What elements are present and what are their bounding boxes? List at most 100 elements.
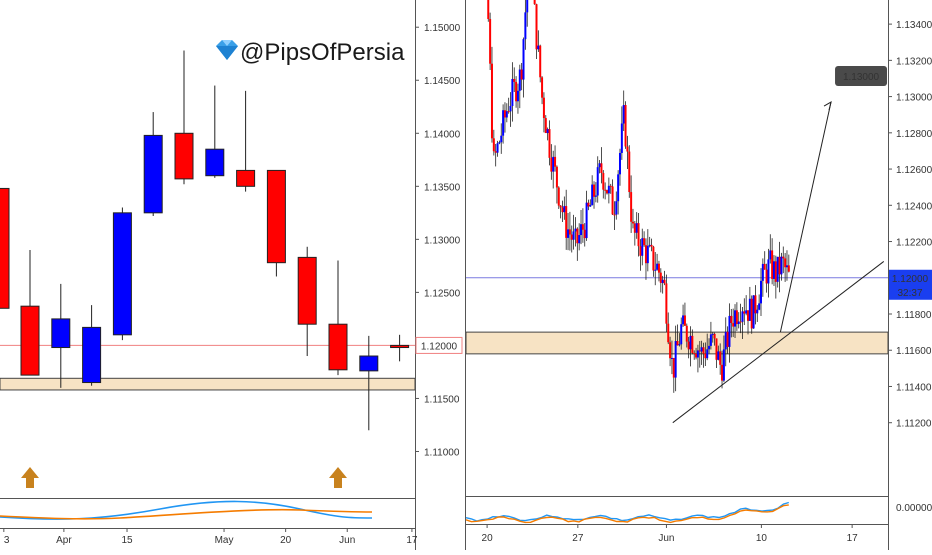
right-candle[interactable] [717, 345, 720, 361]
right-candle[interactable] [721, 350, 724, 389]
right-candle[interactable] [554, 145, 557, 172]
right-candle[interactable] [693, 350, 696, 360]
right-candle[interactable] [578, 223, 581, 251]
right-candle[interactable] [685, 323, 688, 348]
target-price-label[interactable]: 1.13000 [835, 66, 888, 87]
right-candle[interactable] [542, 92, 545, 133]
right-candle[interactable] [633, 221, 636, 246]
right-candle[interactable] [771, 238, 774, 285]
right-candle[interactable] [606, 189, 609, 195]
right-candle[interactable] [743, 298, 746, 326]
right-candle[interactable] [674, 325, 677, 392]
right-candle[interactable] [680, 317, 683, 350]
right-candle[interactable] [778, 241, 781, 293]
right-candle[interactable] [561, 200, 564, 222]
right-candle[interactable] [641, 228, 644, 266]
right-candle[interactable] [503, 102, 506, 133]
right-candle[interactable] [550, 144, 553, 180]
left-candles-layer[interactable] [0, 50, 410, 431]
right-candle[interactable] [652, 245, 655, 277]
right-drawings-layer[interactable]: 1.13000 [672, 66, 888, 424]
right-candle[interactable] [631, 208, 634, 229]
right-candle[interactable] [656, 253, 659, 271]
right-candle[interactable] [730, 308, 733, 338]
left-candle-lead[interactable] [0, 187, 10, 309]
right-candle[interactable] [570, 225, 573, 253]
right-candle[interactable] [709, 321, 712, 350]
right-candle[interactable] [732, 308, 735, 337]
right-candle[interactable] [581, 208, 584, 243]
right-candle[interactable] [628, 145, 631, 198]
right-candle[interactable] [609, 183, 612, 194]
right-candle[interactable] [635, 212, 638, 239]
right-candle[interactable] [494, 143, 497, 167]
rising-trendline[interactable] [672, 261, 885, 424]
right-candle[interactable] [615, 191, 618, 220]
left-candle[interactable] [82, 305, 102, 386]
right-candle[interactable] [489, 12, 492, 71]
right-candle[interactable] [522, 37, 525, 98]
right-candle[interactable] [772, 255, 775, 286]
right-candle[interactable] [492, 129, 495, 156]
right-candle[interactable] [559, 205, 562, 219]
right-candle[interactable] [544, 115, 547, 134]
right-candle[interactable] [748, 286, 751, 321]
right-candle[interactable] [513, 67, 516, 92]
right-candle[interactable] [604, 182, 607, 200]
right-candle[interactable] [700, 340, 703, 365]
left-candle[interactable] [297, 246, 317, 357]
right-candle[interactable] [516, 83, 519, 114]
right-candle[interactable] [593, 181, 596, 209]
right-candle[interactable] [780, 252, 783, 281]
right-candle[interactable] [763, 251, 766, 270]
right-candle[interactable] [661, 275, 664, 294]
right-candle[interactable] [524, 0, 527, 50]
right-candle[interactable] [541, 76, 544, 105]
right-candle[interactable] [708, 338, 711, 354]
right-candle[interactable] [785, 250, 788, 281]
right-candle[interactable] [500, 123, 503, 154]
right-candle[interactable] [741, 307, 744, 340]
right-candle[interactable] [774, 255, 777, 299]
right-candle[interactable] [526, 0, 529, 27]
right-candle[interactable] [711, 331, 714, 343]
right-candle[interactable] [507, 97, 510, 114]
right-candle[interactable] [637, 213, 640, 257]
right-candle[interactable] [728, 303, 731, 363]
left-candle[interactable] [20, 249, 40, 376]
right-candle[interactable] [747, 310, 750, 335]
right-candle[interactable] [548, 120, 551, 166]
right-candle[interactable] [505, 103, 508, 123]
right-candle[interactable] [496, 140, 499, 157]
right-candle[interactable] [759, 268, 762, 316]
right-candle[interactable] [594, 182, 597, 203]
right-candle[interactable] [574, 217, 577, 247]
right-candle[interactable] [552, 150, 555, 189]
right-candles-layer[interactable] [465, 0, 790, 393]
right-candle[interactable] [618, 148, 621, 186]
right-candle[interactable] [687, 336, 690, 359]
right-candle[interactable] [630, 175, 633, 233]
right-candle[interactable] [487, 0, 490, 22]
right-candle[interactable] [754, 285, 757, 325]
right-candle[interactable] [607, 177, 610, 204]
right-candle[interactable] [648, 236, 651, 248]
left-candle[interactable] [359, 335, 379, 431]
right-candle[interactable] [535, 3, 538, 60]
right-candle[interactable] [715, 338, 718, 368]
right-candle[interactable] [702, 342, 705, 368]
left-candle[interactable] [112, 207, 132, 341]
right-candle[interactable] [598, 160, 601, 174]
right-candle[interactable] [782, 246, 785, 274]
right-candle[interactable] [750, 295, 753, 334]
right-candle[interactable] [767, 248, 770, 298]
right-candle[interactable] [620, 106, 623, 160]
right-candle[interactable] [756, 305, 759, 322]
right-candle[interactable] [682, 304, 685, 327]
right-candle[interactable] [724, 317, 727, 367]
right-candle[interactable] [622, 90, 625, 131]
right-candle[interactable] [626, 135, 629, 170]
right-price-axis[interactable]: 1.13400 1.13200 1.13000 1.12800 1.12600 1.124… [888, 20, 932, 514]
right-candle[interactable] [509, 92, 512, 127]
right-candle[interactable] [520, 63, 523, 91]
